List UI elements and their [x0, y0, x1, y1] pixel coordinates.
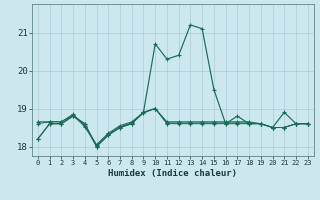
X-axis label: Humidex (Indice chaleur): Humidex (Indice chaleur) — [108, 169, 237, 178]
